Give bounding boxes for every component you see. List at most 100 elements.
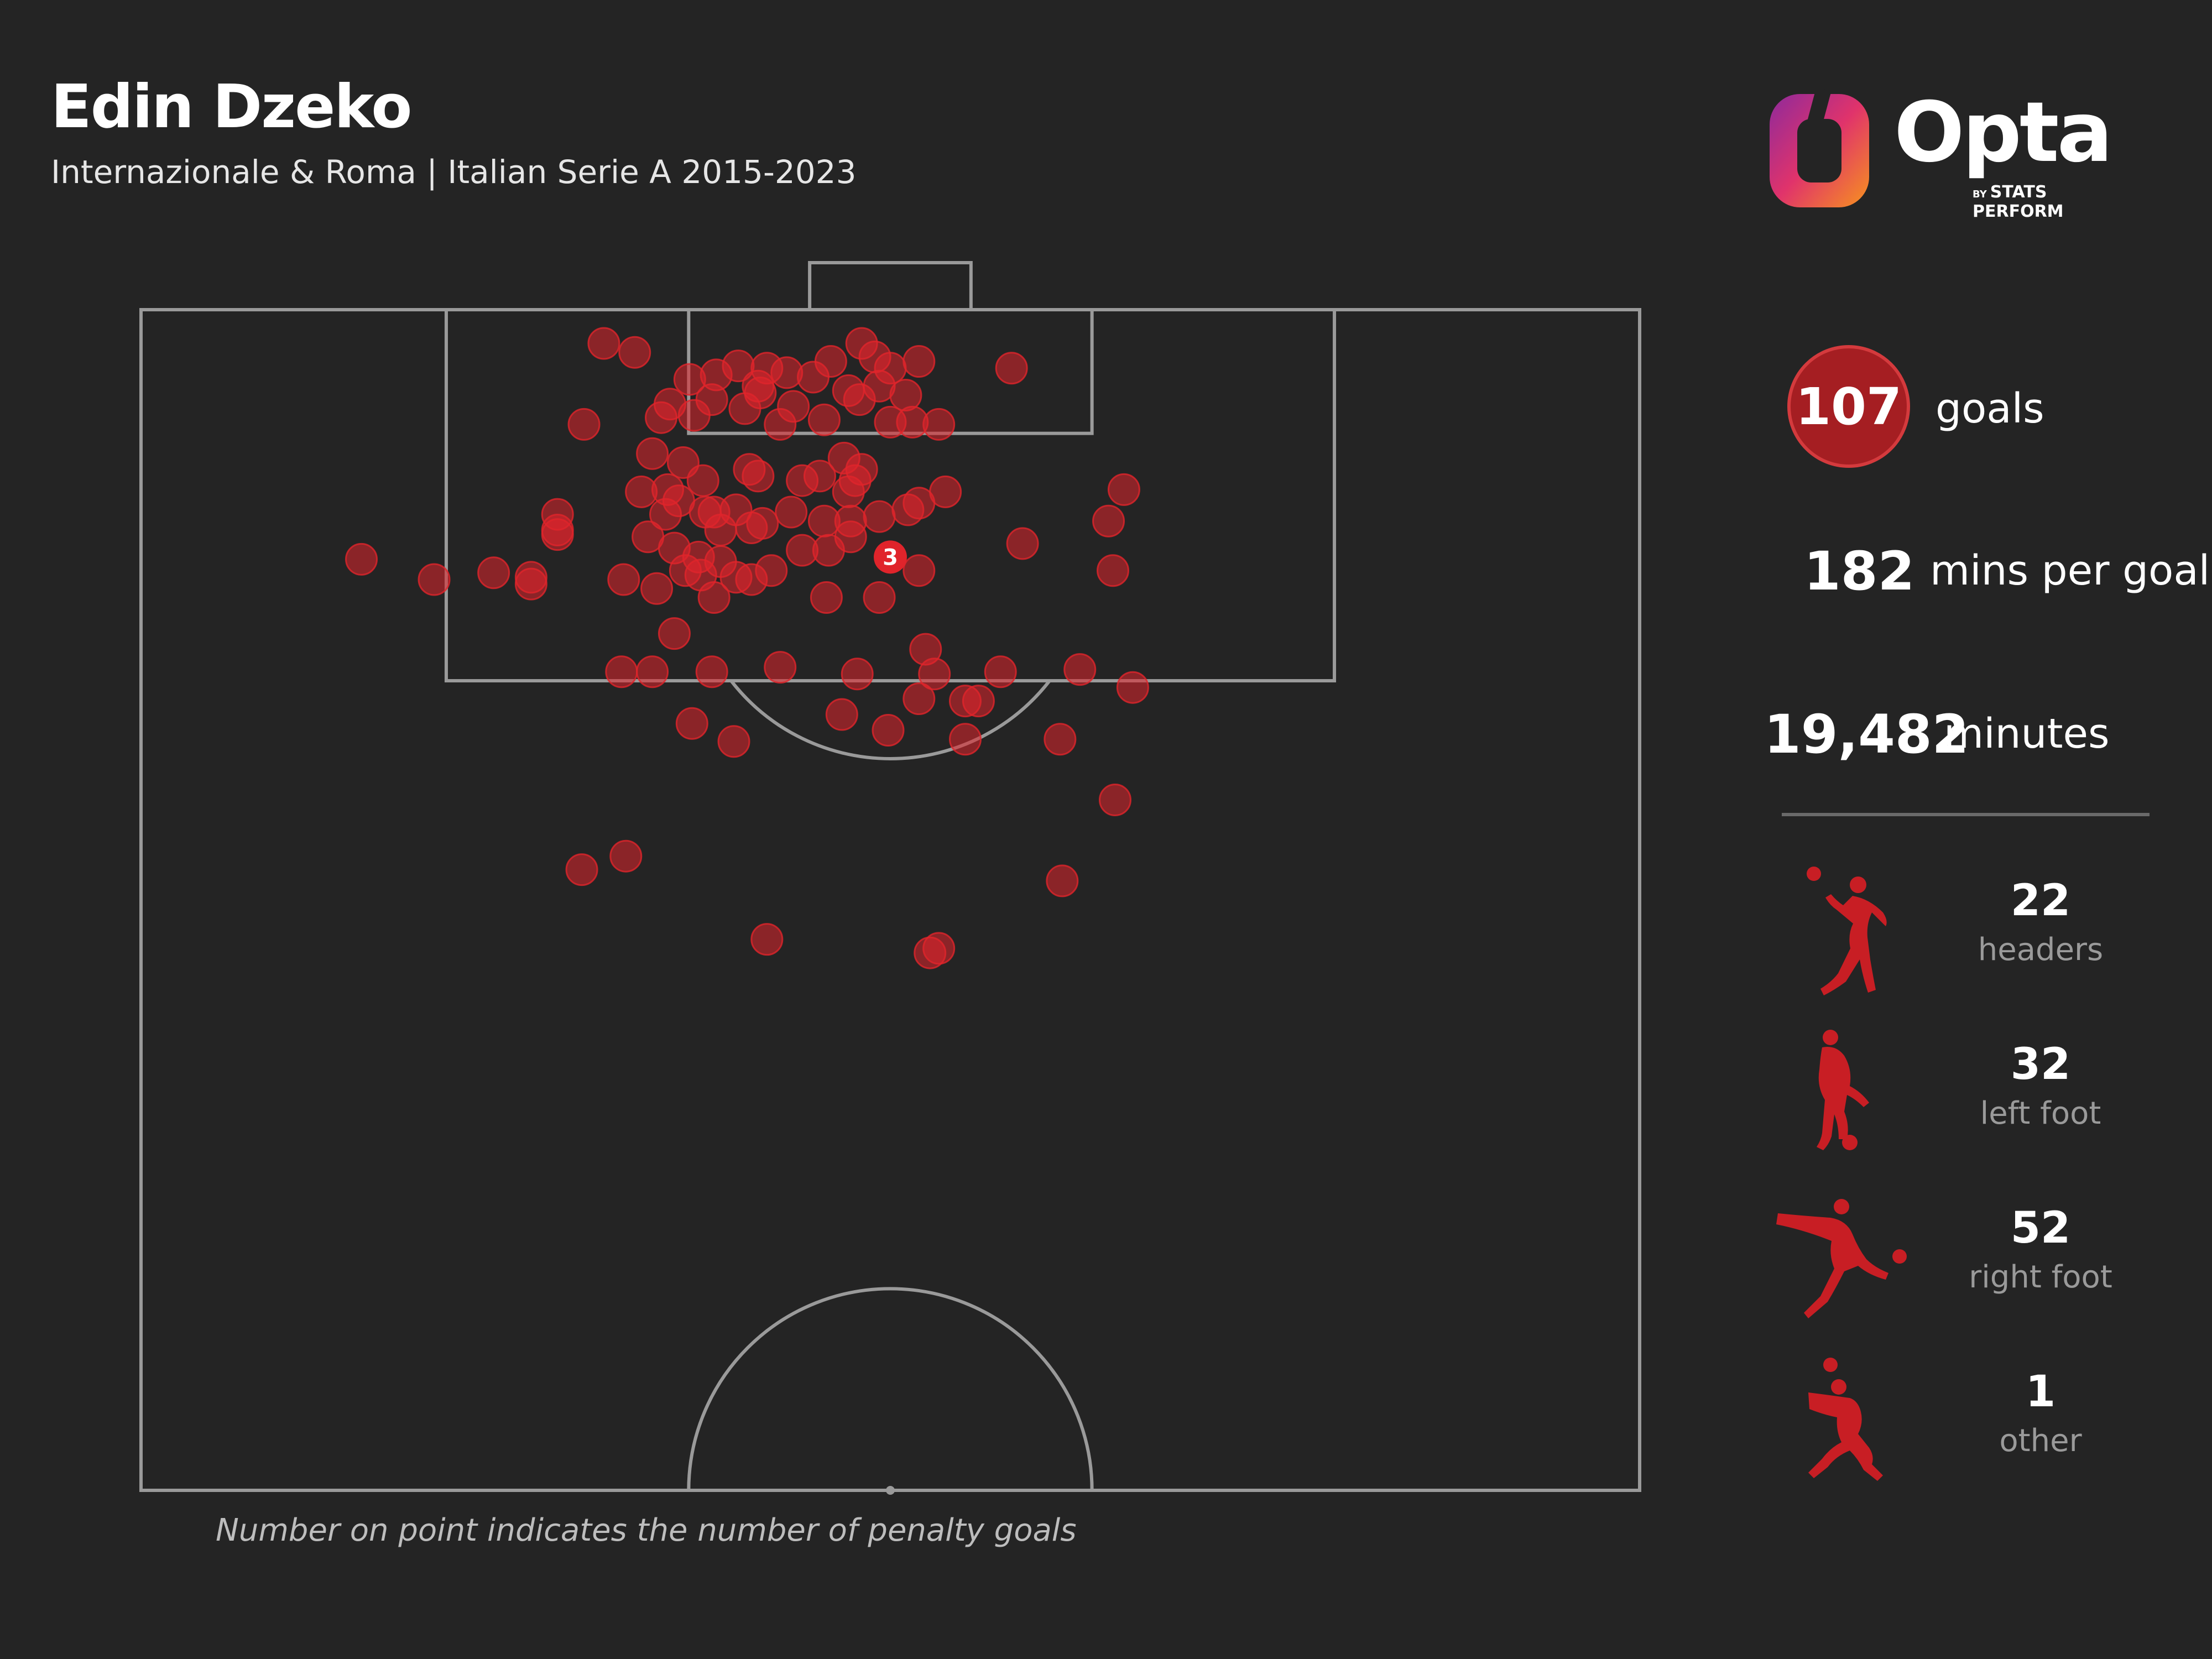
opta-logo-icon bbox=[1770, 87, 1869, 207]
goal-frame bbox=[808, 261, 973, 311]
chart-note: Number on point indicates the number of … bbox=[216, 1512, 1077, 1548]
mins-per-goal-value: 182 bbox=[1804, 540, 1915, 602]
goal-dot bbox=[750, 923, 784, 956]
goal-dot bbox=[744, 376, 777, 409]
goal-dot bbox=[1107, 473, 1140, 506]
goal-dot bbox=[695, 655, 728, 688]
goals-total-badge: 107 bbox=[1787, 345, 1910, 468]
goal-dot bbox=[477, 556, 510, 589]
pitch-lines bbox=[139, 261, 1641, 1495]
logo-tag-text: STATS PERFORM bbox=[1973, 182, 2064, 221]
right-foot-label: right foot bbox=[1969, 1259, 2112, 1295]
goal-type-headers: 22 headers bbox=[1775, 863, 2173, 1006]
goal-dot bbox=[863, 581, 896, 614]
goal-dot bbox=[949, 723, 982, 756]
left-foot-value: 32 bbox=[2010, 1040, 2071, 1089]
other-value: 1 bbox=[2025, 1367, 2056, 1417]
goal-dot bbox=[872, 713, 905, 747]
other-player-icon bbox=[1808, 1358, 1883, 1481]
goal-dot bbox=[827, 441, 860, 474]
goal-dot bbox=[618, 336, 651, 369]
goal-type-other: 1 other bbox=[1775, 1354, 2173, 1498]
goal-type-right-foot: 52 right foot bbox=[1775, 1190, 2173, 1334]
goal-dot bbox=[777, 390, 810, 423]
goal-dot bbox=[803, 460, 836, 493]
right-foot-value: 52 bbox=[2010, 1203, 2071, 1253]
penalty-goal-dot bbox=[874, 540, 907, 574]
goal-dot bbox=[1063, 653, 1097, 686]
goal-dot bbox=[810, 581, 843, 614]
logo-by: BY bbox=[1973, 189, 1987, 200]
goal-dot bbox=[1099, 784, 1131, 817]
right-foot-player-icon bbox=[1776, 1199, 1907, 1318]
goal-dot bbox=[587, 327, 620, 360]
goal-dot bbox=[722, 349, 755, 383]
goal-dot bbox=[636, 437, 669, 470]
goal-dot bbox=[567, 408, 601, 441]
headers-value: 22 bbox=[2010, 876, 2071, 926]
goal-dot bbox=[345, 542, 378, 576]
goal-dot bbox=[609, 839, 643, 873]
minutes-value: 19,482 bbox=[1764, 703, 1969, 765]
centre-circle bbox=[688, 1288, 1092, 1490]
penalty-arc bbox=[729, 680, 1051, 760]
goal-dot bbox=[902, 345, 936, 378]
goal-dot bbox=[1006, 527, 1039, 560]
goal-dot bbox=[902, 682, 936, 716]
goal-dot bbox=[1044, 723, 1077, 756]
chart-title: Edin Dzeko bbox=[51, 72, 412, 142]
goal-dot bbox=[686, 464, 719, 497]
goal-dot bbox=[605, 655, 638, 688]
headers-label: headers bbox=[1978, 932, 2104, 968]
penalty-count-label: 3 bbox=[883, 545, 898, 570]
goal-dot bbox=[918, 658, 951, 691]
goal-dot bbox=[962, 685, 995, 718]
goal-dot bbox=[625, 475, 658, 508]
goal-dot bbox=[418, 563, 451, 596]
goal-dot bbox=[832, 475, 865, 508]
goal-dot bbox=[1097, 554, 1130, 587]
goal-dot bbox=[902, 554, 936, 587]
goal-dot bbox=[514, 561, 547, 594]
goal-dot bbox=[922, 932, 956, 965]
goal-dot bbox=[658, 617, 691, 650]
goal-dot bbox=[565, 853, 598, 886]
goal-dot bbox=[607, 563, 640, 596]
goal-dot bbox=[746, 507, 779, 540]
goal-dot bbox=[755, 554, 788, 587]
goal-dot bbox=[742, 460, 775, 493]
goal-dot bbox=[834, 520, 867, 554]
goal-dot bbox=[764, 651, 797, 684]
stats-divider bbox=[1782, 813, 2150, 816]
goal-dot bbox=[797, 361, 830, 394]
goal-dot bbox=[684, 559, 717, 592]
penalty-marker: 3 bbox=[874, 540, 907, 574]
goal-dot bbox=[807, 403, 841, 436]
header-player-icon bbox=[1807, 867, 1887, 995]
goal-dot bbox=[902, 487, 936, 520]
goal-dot bbox=[995, 352, 1028, 385]
goal-dot bbox=[984, 655, 1017, 688]
left-foot-player-icon bbox=[1817, 1030, 1869, 1150]
goal-dot bbox=[697, 495, 731, 529]
goal-dot bbox=[645, 401, 678, 434]
goal-dot bbox=[922, 408, 956, 441]
goals-label: goals bbox=[1936, 385, 2044, 432]
left-foot-label: left foot bbox=[1980, 1095, 2101, 1131]
centre-spot bbox=[886, 1486, 895, 1495]
goal-dot bbox=[717, 725, 750, 758]
goal-dot bbox=[1092, 504, 1125, 538]
stats-perform-tag: BY STATS PERFORM bbox=[1973, 182, 2143, 221]
goal-dot bbox=[889, 379, 922, 412]
goal-dots bbox=[345, 327, 1149, 969]
other-label: other bbox=[1999, 1423, 2082, 1459]
opta-logo: Opta BY STATS PERFORM bbox=[1767, 85, 2143, 221]
goal-dot bbox=[1116, 671, 1149, 704]
goal-dot bbox=[636, 655, 669, 688]
chart-subtitle: Internazionale & Roma | Italian Serie A … bbox=[51, 153, 857, 191]
goal-dot bbox=[695, 383, 728, 416]
goal-dot bbox=[775, 495, 808, 529]
opta-wordmark: Opta bbox=[1894, 85, 2113, 181]
